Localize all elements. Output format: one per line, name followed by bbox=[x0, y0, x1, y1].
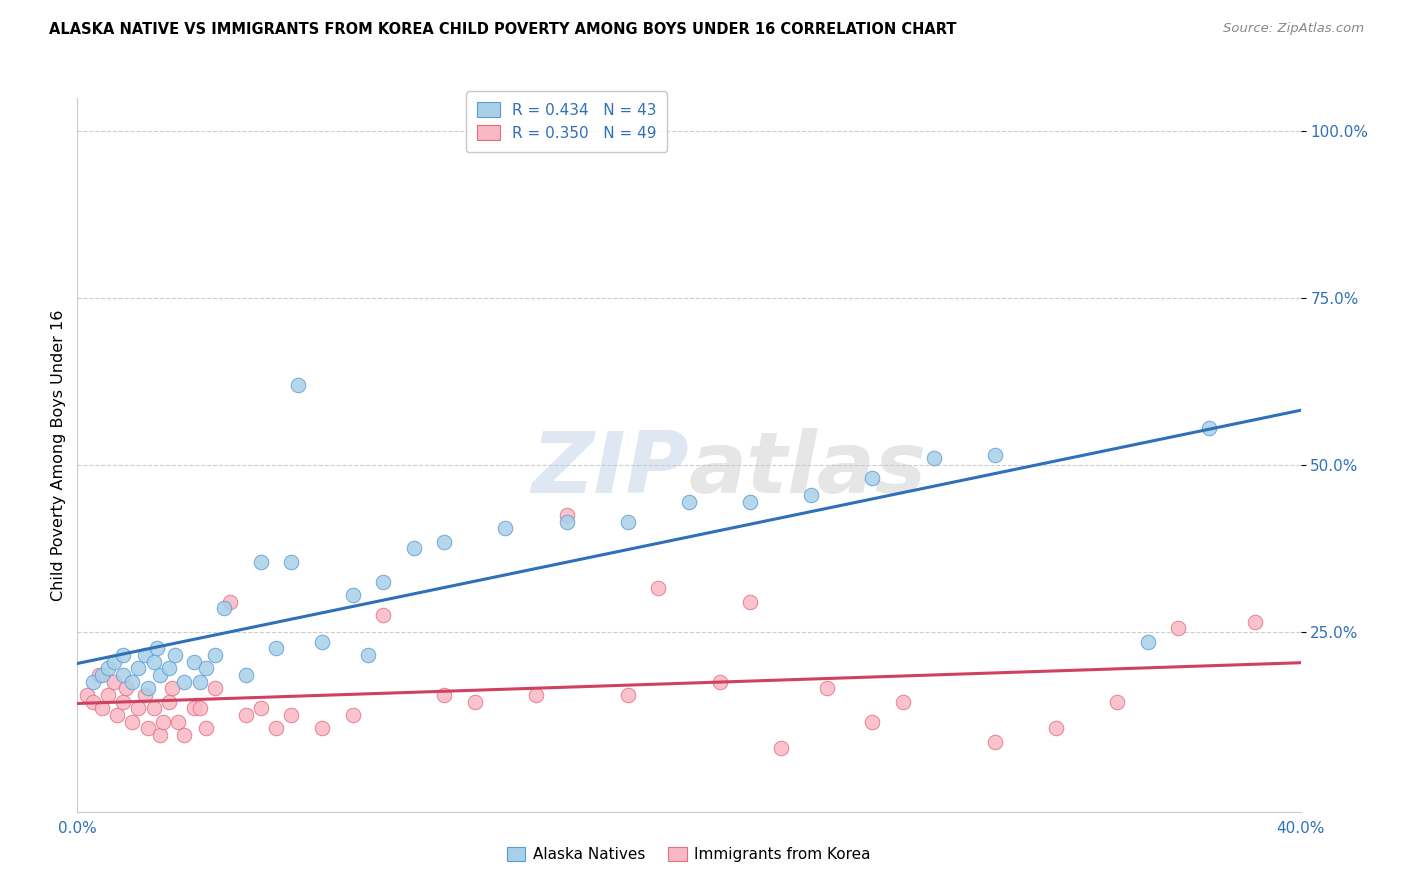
Point bbox=[1198, 421, 1220, 435]
Point bbox=[250, 701, 273, 715]
Point bbox=[188, 701, 211, 715]
Point bbox=[280, 708, 302, 723]
Point bbox=[112, 668, 135, 682]
Text: ZIP: ZIP bbox=[531, 427, 689, 511]
Point bbox=[103, 674, 125, 689]
Point bbox=[204, 681, 226, 696]
Point bbox=[495, 521, 517, 535]
Point bbox=[311, 722, 333, 736]
Point bbox=[136, 722, 159, 736]
Text: atlas: atlas bbox=[689, 427, 927, 511]
Y-axis label: Child Poverty Among Boys Under 16: Child Poverty Among Boys Under 16 bbox=[51, 310, 66, 600]
Point bbox=[617, 688, 640, 702]
Point bbox=[709, 674, 731, 689]
Point bbox=[1243, 615, 1265, 629]
Point bbox=[90, 701, 112, 715]
Point bbox=[152, 714, 174, 729]
Point bbox=[287, 377, 309, 392]
Point bbox=[264, 722, 287, 736]
Point bbox=[769, 741, 792, 756]
Point bbox=[235, 708, 257, 723]
Point bbox=[815, 681, 838, 696]
Point bbox=[82, 695, 104, 709]
Point bbox=[97, 688, 120, 702]
Point bbox=[311, 634, 333, 648]
Point bbox=[342, 708, 364, 723]
Point bbox=[264, 641, 287, 656]
Text: ALASKA NATIVE VS IMMIGRANTS FROM KOREA CHILD POVERTY AMONG BOYS UNDER 16 CORRELA: ALASKA NATIVE VS IMMIGRANTS FROM KOREA C… bbox=[49, 22, 956, 37]
Point bbox=[740, 594, 762, 608]
Point bbox=[134, 688, 156, 702]
Point bbox=[984, 448, 1007, 462]
Point bbox=[740, 494, 762, 508]
Text: Source: ZipAtlas.com: Source: ZipAtlas.com bbox=[1223, 22, 1364, 36]
Point bbox=[194, 722, 217, 736]
Point bbox=[76, 688, 98, 702]
Point bbox=[464, 695, 486, 709]
Point bbox=[984, 734, 1007, 748]
Point bbox=[235, 668, 257, 682]
Point bbox=[183, 701, 205, 715]
Point bbox=[212, 601, 235, 615]
Point bbox=[146, 641, 169, 656]
Point bbox=[157, 695, 180, 709]
Point bbox=[167, 714, 190, 729]
Point bbox=[142, 655, 165, 669]
Point bbox=[922, 451, 945, 466]
Point bbox=[219, 594, 242, 608]
Point bbox=[647, 582, 669, 596]
Point bbox=[136, 681, 159, 696]
Point bbox=[371, 607, 394, 622]
Point bbox=[127, 701, 149, 715]
Point bbox=[157, 661, 180, 675]
Point bbox=[1107, 695, 1129, 709]
Point bbox=[402, 541, 425, 556]
Point bbox=[433, 688, 456, 702]
Point bbox=[357, 648, 380, 662]
Point bbox=[134, 648, 156, 662]
Point bbox=[121, 714, 143, 729]
Point bbox=[891, 695, 914, 709]
Point bbox=[862, 471, 884, 485]
Point bbox=[188, 674, 211, 689]
Point bbox=[105, 708, 128, 723]
Point bbox=[342, 588, 364, 602]
Point bbox=[165, 648, 187, 662]
Point bbox=[1136, 634, 1159, 648]
Point bbox=[149, 728, 172, 742]
Point bbox=[173, 728, 195, 742]
Point bbox=[112, 648, 135, 662]
Point bbox=[800, 488, 823, 502]
Point bbox=[183, 655, 205, 669]
Point bbox=[87, 668, 110, 682]
Point bbox=[555, 515, 578, 529]
Point bbox=[90, 668, 112, 682]
Point bbox=[433, 534, 456, 549]
Point bbox=[103, 655, 125, 669]
Point bbox=[371, 574, 394, 589]
Point bbox=[555, 508, 578, 522]
Legend: Alaska Natives, Immigrants from Korea: Alaska Natives, Immigrants from Korea bbox=[501, 841, 877, 868]
Point bbox=[82, 674, 104, 689]
Point bbox=[1045, 722, 1067, 736]
Point bbox=[250, 555, 273, 569]
Point bbox=[194, 661, 217, 675]
Point bbox=[97, 661, 120, 675]
Point bbox=[149, 668, 172, 682]
Point bbox=[1167, 621, 1189, 635]
Point bbox=[617, 515, 640, 529]
Point bbox=[112, 695, 135, 709]
Point bbox=[160, 681, 183, 696]
Point bbox=[678, 494, 700, 508]
Point bbox=[524, 688, 547, 702]
Point bbox=[121, 674, 143, 689]
Point bbox=[204, 648, 226, 662]
Point bbox=[173, 674, 195, 689]
Point bbox=[862, 714, 884, 729]
Point bbox=[127, 661, 149, 675]
Point bbox=[115, 681, 138, 696]
Point bbox=[280, 555, 302, 569]
Point bbox=[142, 701, 165, 715]
